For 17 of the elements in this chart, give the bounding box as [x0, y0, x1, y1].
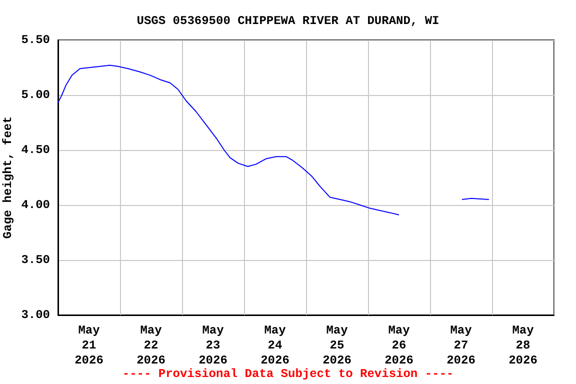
x-tick-label: May 21 2026 [74, 324, 104, 368]
y-tick-label: 4.00 [21, 198, 50, 212]
x-tick-label: May 23 2026 [198, 324, 228, 368]
x-tick-label: May 25 2026 [322, 324, 352, 368]
x-tick-label: May 22 2026 [136, 324, 166, 368]
y-tick-label: 4.50 [21, 143, 50, 157]
x-tick-label: May 26 2026 [384, 324, 414, 368]
y-tick-label: 3.50 [21, 253, 50, 267]
text: ---- Provisional Data Subject to Revision ---- [122, 367, 454, 381]
y-tick-label: 5.00 [21, 88, 50, 102]
y-tick-label: 5.50 [21, 33, 50, 47]
x-tick-label: May 28 2026 [508, 324, 538, 368]
x-tick-label: May 27 2026 [446, 324, 476, 368]
x-tick-label: May 24 2026 [260, 324, 290, 368]
chart-title: USGS 05369500 CHIPPEWA RIVER AT DURAND, WI [136, 14, 440, 28]
y-tick-label: 3.00 [21, 308, 50, 322]
y-axis-title: Gage height, feet [1, 116, 15, 239]
